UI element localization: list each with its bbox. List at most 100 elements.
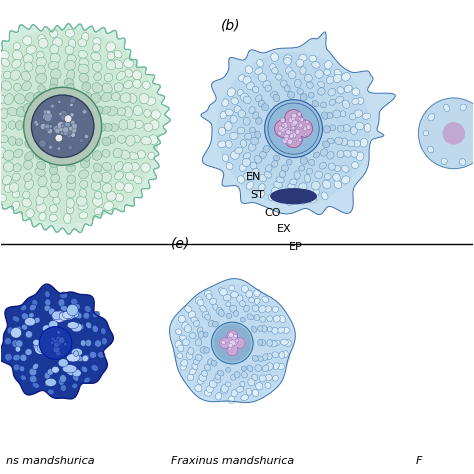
Ellipse shape <box>50 205 57 213</box>
Ellipse shape <box>0 194 7 202</box>
Ellipse shape <box>101 92 111 102</box>
Ellipse shape <box>72 348 82 356</box>
Ellipse shape <box>313 189 319 195</box>
Ellipse shape <box>243 76 251 84</box>
Ellipse shape <box>141 163 150 172</box>
Circle shape <box>46 110 51 114</box>
Ellipse shape <box>242 158 251 166</box>
Ellipse shape <box>255 365 262 372</box>
Ellipse shape <box>79 73 89 82</box>
Ellipse shape <box>151 110 161 119</box>
Ellipse shape <box>83 377 91 383</box>
Ellipse shape <box>13 149 23 157</box>
Ellipse shape <box>352 88 360 96</box>
Ellipse shape <box>21 305 27 311</box>
Ellipse shape <box>244 153 251 159</box>
Circle shape <box>292 136 295 139</box>
Ellipse shape <box>229 132 238 139</box>
Ellipse shape <box>228 396 235 403</box>
Ellipse shape <box>249 107 255 114</box>
Ellipse shape <box>98 352 105 358</box>
Ellipse shape <box>71 309 79 318</box>
Ellipse shape <box>35 344 46 354</box>
Ellipse shape <box>266 363 273 371</box>
Ellipse shape <box>323 126 330 133</box>
Ellipse shape <box>213 304 218 310</box>
Ellipse shape <box>21 313 28 320</box>
Ellipse shape <box>81 33 89 42</box>
Ellipse shape <box>271 91 278 98</box>
Ellipse shape <box>216 392 222 400</box>
Ellipse shape <box>240 317 246 322</box>
Circle shape <box>173 284 291 402</box>
Ellipse shape <box>312 100 319 107</box>
Ellipse shape <box>257 60 264 67</box>
Ellipse shape <box>244 173 252 181</box>
Circle shape <box>229 340 236 346</box>
Ellipse shape <box>75 312 82 319</box>
Ellipse shape <box>106 42 116 52</box>
Ellipse shape <box>92 196 103 206</box>
Circle shape <box>58 139 63 143</box>
Ellipse shape <box>254 155 262 163</box>
Circle shape <box>292 120 298 125</box>
Ellipse shape <box>257 190 264 198</box>
Ellipse shape <box>249 128 255 133</box>
Circle shape <box>47 128 53 134</box>
Ellipse shape <box>266 353 272 360</box>
Ellipse shape <box>428 146 434 153</box>
Ellipse shape <box>82 152 91 161</box>
Ellipse shape <box>273 375 278 381</box>
Ellipse shape <box>225 109 233 116</box>
Ellipse shape <box>255 298 260 304</box>
Circle shape <box>54 342 59 348</box>
Circle shape <box>44 114 52 122</box>
Ellipse shape <box>16 340 23 347</box>
Ellipse shape <box>267 316 273 321</box>
Ellipse shape <box>45 380 50 387</box>
Circle shape <box>60 132 64 135</box>
Ellipse shape <box>217 371 224 376</box>
Ellipse shape <box>349 113 356 120</box>
Circle shape <box>297 124 299 126</box>
Circle shape <box>68 145 73 150</box>
Ellipse shape <box>94 340 102 347</box>
Ellipse shape <box>260 316 265 322</box>
Circle shape <box>295 121 299 125</box>
Ellipse shape <box>243 96 251 103</box>
Ellipse shape <box>4 337 11 345</box>
Ellipse shape <box>23 36 32 46</box>
Ellipse shape <box>103 123 112 131</box>
Ellipse shape <box>146 97 156 105</box>
Ellipse shape <box>326 112 333 119</box>
Ellipse shape <box>1 58 9 67</box>
Ellipse shape <box>117 108 126 116</box>
Ellipse shape <box>53 37 63 47</box>
Circle shape <box>293 126 296 130</box>
Ellipse shape <box>197 327 203 334</box>
Ellipse shape <box>354 110 363 117</box>
Text: (b): (b) <box>220 18 240 33</box>
Ellipse shape <box>45 372 50 379</box>
Ellipse shape <box>133 79 141 88</box>
Ellipse shape <box>226 367 231 372</box>
Ellipse shape <box>48 62 59 70</box>
Ellipse shape <box>79 58 89 67</box>
Ellipse shape <box>144 109 151 117</box>
Circle shape <box>60 110 67 118</box>
Circle shape <box>39 327 72 359</box>
Ellipse shape <box>290 179 297 185</box>
Ellipse shape <box>286 198 293 205</box>
Ellipse shape <box>24 160 33 169</box>
Circle shape <box>24 87 101 165</box>
Ellipse shape <box>90 138 100 147</box>
Ellipse shape <box>0 50 9 60</box>
Ellipse shape <box>25 152 34 161</box>
Ellipse shape <box>344 85 352 92</box>
Ellipse shape <box>333 110 341 118</box>
Ellipse shape <box>60 292 68 299</box>
Ellipse shape <box>60 384 66 392</box>
Ellipse shape <box>65 313 71 319</box>
Ellipse shape <box>115 171 123 180</box>
Ellipse shape <box>120 93 131 103</box>
